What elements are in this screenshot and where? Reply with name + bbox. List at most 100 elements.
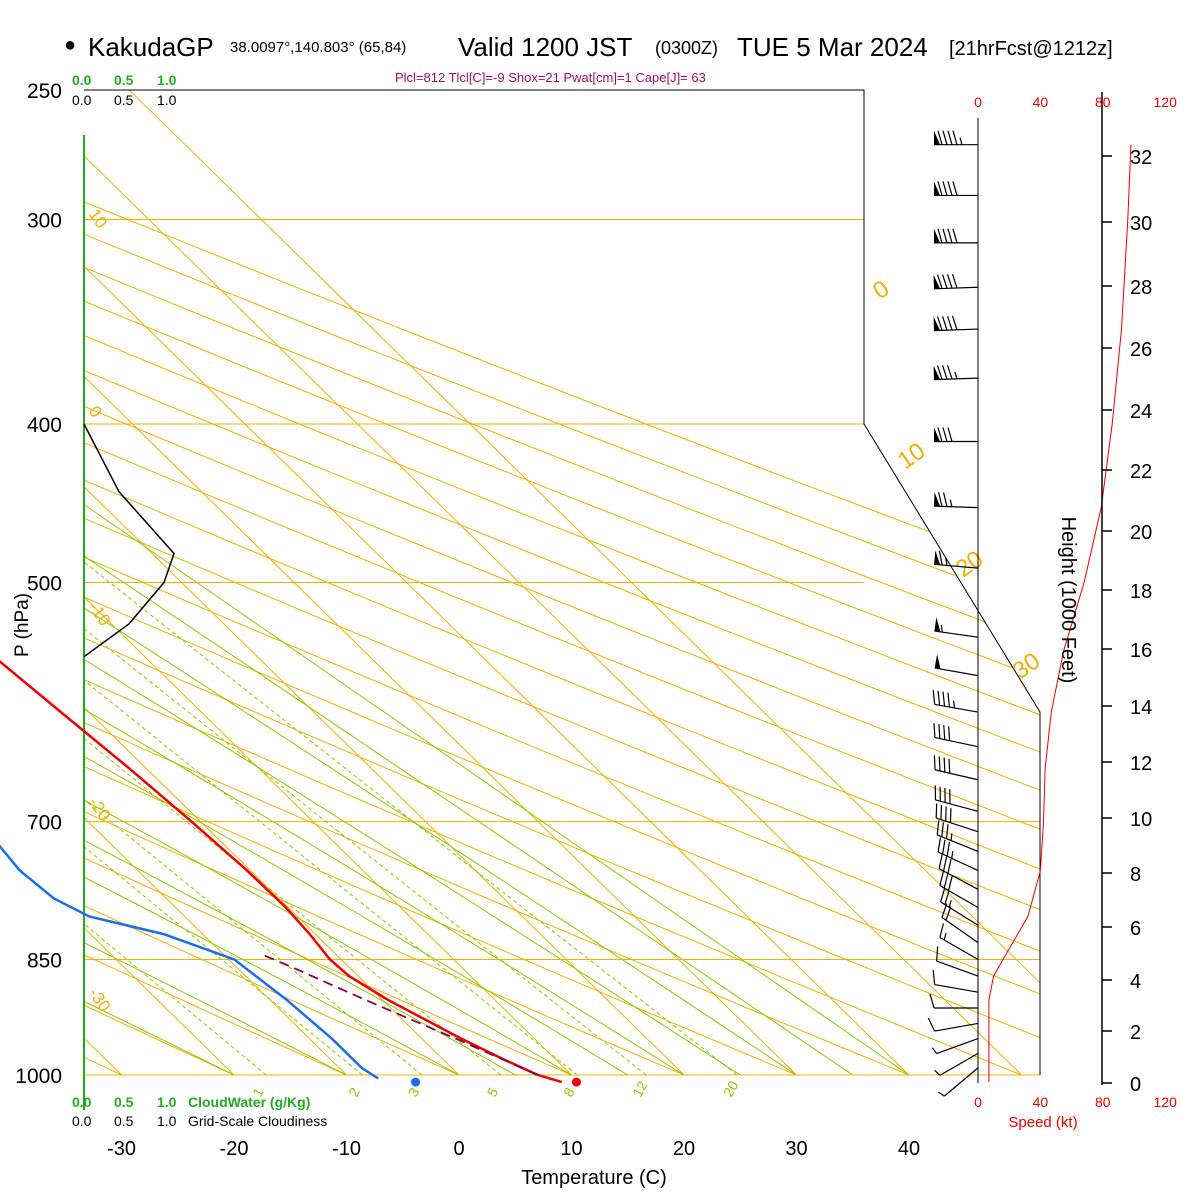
temperature-tick-label: 40 [898,1138,920,1160]
dewpoint-line [0,844,379,1080]
height-tick-label: 32 [1130,147,1152,169]
wind-barb-pennant [934,550,941,565]
wind-barb-full [947,130,953,145]
wind-barb [932,689,979,713]
wind-barb-full [938,724,941,739]
wind-barb-full [940,887,946,903]
dry-adiabat-line [84,90,1040,1075]
wind-barb-full [942,856,948,872]
bottom-cloud-water-tick: 1.0 [157,1094,177,1110]
wind-barb-staff [939,937,979,961]
wind-barb-half [943,932,947,941]
wind-barb-half [959,137,963,145]
wind-barb-full [927,1017,936,1032]
adiabat-label-right: 10 [893,437,930,474]
surface-dewpoint-point [411,1077,421,1087]
wind-barb-staff [937,851,979,872]
wind-barb-full [947,181,953,196]
wind-barb-full [935,803,938,819]
wind-barb [933,315,979,332]
wind-barb-full [946,315,953,331]
mixing-ratio-line [84,423,578,1075]
wind-barb-full [947,692,951,708]
top-cloud-water-tick: 1.0 [157,72,177,88]
moist-adiabat-line [84,90,347,1075]
dry-adiabat-line [84,90,797,1075]
moist-adiabat-line [84,90,685,1075]
height-tick-label: 2 [1130,1022,1141,1044]
adiabat-label-left: 0 [85,402,106,421]
wind-barb-staff [939,884,979,909]
bottom-cloudiness-tick: 0.5 [114,1113,134,1129]
valid-date: TUE 5 Mar 2024 [737,32,928,62]
wind-barb-staff [939,1052,979,1076]
wind-barb-full [942,228,948,244]
dry-adiabat-line [84,90,1022,1075]
wind-barb-full [942,492,948,507]
wind-barb-staff [934,736,979,748]
adiabat-label-left: -30 [85,984,115,1015]
wind-barb-pennant [934,492,941,507]
bottom-cloudiness-tick: 1.0 [157,1113,177,1129]
wind-barb-full [936,274,943,289]
wind-barb-full [946,274,953,289]
moist-adiabat-line [84,90,854,1075]
wind-barb-full [940,805,943,820]
wind-speed-tick-top: 120 [1154,94,1178,110]
wind-barb-full [948,726,951,741]
wind-panel [927,92,1132,1097]
wind-barb [934,427,978,443]
wind-barb-full [941,822,944,837]
wind-barb-full [932,970,936,985]
height-tick-label: 20 [1130,522,1152,544]
height-axis-title: Height (1000 Feet) [1057,517,1079,684]
wind-barb-full [942,427,948,442]
moist-adiabat-line [84,90,797,1075]
adiabat-label-left: 10 [85,205,111,231]
wind-barb-staff [934,286,979,290]
pressure-tick-label: 1000 [15,1065,62,1088]
wind-barb-full [943,873,949,889]
dry-adiabat-line [84,90,1040,1075]
dry-adiabat-line [84,90,1040,1075]
adiabat-label-right: 30 [1008,647,1045,684]
moist-adiabat-line [84,90,910,1075]
wind-barb [934,228,978,244]
wind-barb-half [945,558,948,566]
wind-speed-tick-bottom: 120 [1154,1094,1178,1110]
wind-speed-tick-bottom: 80 [1095,1094,1111,1110]
chart-grid [83,89,1041,1110]
wind-barb-full [942,130,948,145]
cloudiness-label: Grid-Scale Cloudiness [188,1113,327,1129]
wind-barb-pennant [933,316,941,331]
surface-temperature-point [571,1077,581,1087]
wind-barb-full [942,691,946,707]
wind-barb-full [942,181,948,196]
wind-speed-axis-title: Speed (kt) [1008,1114,1077,1131]
adiabat-label-right: 20 [951,545,988,582]
height-tick-label: 26 [1130,339,1152,361]
temperature-tick-label: 10 [560,1138,582,1160]
wind-barb-pennant [934,617,941,632]
wind-barb-half [937,1091,945,1097]
wind-barb-full [938,854,943,869]
wind-barb-staff [934,563,979,569]
wind-barb-staff [935,817,979,833]
wind-barb-staff [936,834,979,852]
dry-adiabat-line [84,90,685,1075]
wind-barb-full [938,550,943,566]
pressure-tick-label: 300 [27,210,62,233]
mixing-ratio-label: 5 [484,1085,502,1100]
wind-barb-full [943,725,946,740]
wind-barb [936,946,979,977]
cloud-water-label: CloudWater (g/Kg) [188,1094,310,1110]
wind-speed-tick-bottom: 0 [974,1094,982,1110]
station-coords: 38.0097°,140.803° (65,84) [230,39,407,56]
wind-barb-full [937,181,943,196]
wind-barb-full [952,130,958,145]
wind-barb-half [948,900,952,908]
wind-barb [934,785,979,812]
height-tick-label: 28 [1130,277,1152,299]
